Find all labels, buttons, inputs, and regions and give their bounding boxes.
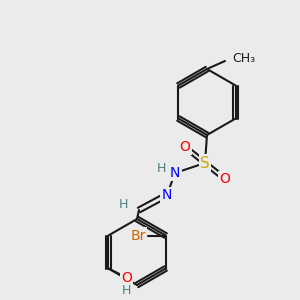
Text: Br: Br bbox=[130, 229, 146, 242]
Text: CH₃: CH₃ bbox=[232, 52, 255, 64]
Text: N: N bbox=[170, 166, 180, 180]
Text: H: H bbox=[156, 161, 166, 175]
Text: O: O bbox=[121, 272, 132, 286]
Text: S: S bbox=[200, 155, 210, 170]
Text: H: H bbox=[118, 199, 128, 212]
Text: O: O bbox=[180, 140, 190, 154]
Text: O: O bbox=[220, 172, 230, 186]
Text: N: N bbox=[162, 188, 172, 202]
Text: H: H bbox=[122, 284, 131, 297]
